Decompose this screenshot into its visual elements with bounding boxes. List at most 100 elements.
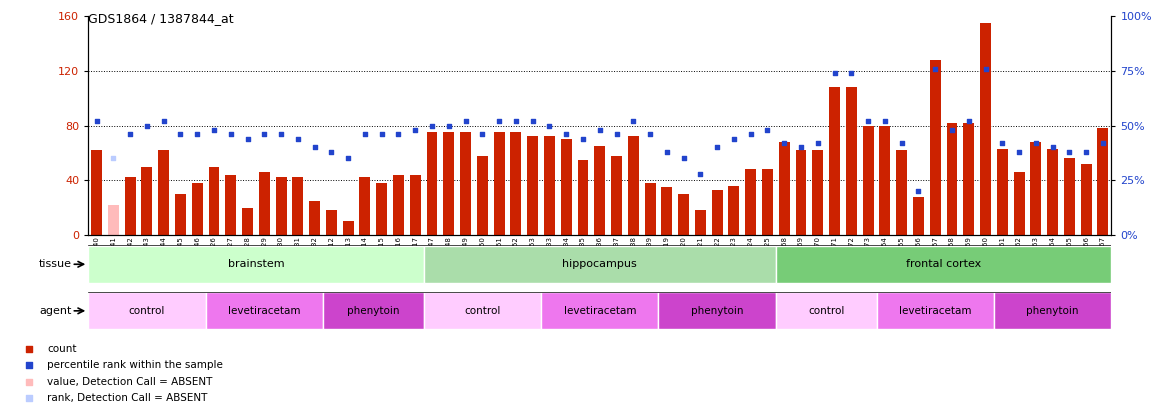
Bar bbox=[376, 183, 387, 235]
Text: hippocampus: hippocampus bbox=[562, 259, 637, 269]
Point bbox=[741, 131, 760, 138]
Bar bbox=[309, 201, 320, 235]
Bar bbox=[628, 136, 639, 235]
Text: phenytoin: phenytoin bbox=[691, 306, 743, 316]
Bar bbox=[829, 87, 840, 235]
Bar bbox=[88, 246, 423, 283]
Bar bbox=[711, 190, 722, 235]
Point bbox=[1094, 140, 1112, 146]
Bar bbox=[242, 207, 253, 235]
Bar bbox=[679, 194, 689, 235]
Text: brainstem: brainstem bbox=[228, 259, 285, 269]
Point bbox=[523, 118, 542, 124]
Point bbox=[540, 122, 559, 129]
Text: control: control bbox=[128, 306, 165, 316]
Bar bbox=[661, 187, 673, 235]
Text: control: control bbox=[465, 306, 501, 316]
Point bbox=[205, 127, 223, 133]
Point bbox=[791, 144, 810, 151]
Bar bbox=[208, 166, 220, 235]
Point bbox=[507, 118, 526, 124]
Point bbox=[339, 155, 358, 162]
Bar bbox=[88, 292, 206, 329]
Point bbox=[775, 140, 794, 146]
Text: GDS1864 / 1387844_at: GDS1864 / 1387844_at bbox=[88, 12, 234, 25]
Bar bbox=[541, 292, 659, 329]
Bar bbox=[1064, 158, 1075, 235]
Bar bbox=[326, 210, 336, 235]
Bar bbox=[175, 194, 186, 235]
Point bbox=[556, 131, 575, 138]
Point bbox=[708, 144, 727, 151]
Point bbox=[406, 127, 425, 133]
Bar bbox=[796, 150, 807, 235]
Point bbox=[858, 118, 877, 124]
Bar bbox=[91, 150, 102, 235]
Bar bbox=[460, 132, 472, 235]
Bar bbox=[342, 221, 354, 235]
Text: tissue: tissue bbox=[39, 259, 72, 269]
Bar bbox=[930, 60, 941, 235]
Bar bbox=[746, 169, 756, 235]
Point bbox=[355, 131, 374, 138]
Bar bbox=[994, 292, 1111, 329]
Bar bbox=[695, 210, 706, 235]
Text: phenytoin: phenytoin bbox=[1027, 306, 1078, 316]
Point bbox=[691, 171, 710, 177]
Text: rank, Detection Call = ABSENT: rank, Detection Call = ABSENT bbox=[47, 393, 207, 403]
Bar bbox=[1030, 142, 1041, 235]
Point bbox=[1027, 140, 1045, 146]
Bar bbox=[423, 292, 541, 329]
Point bbox=[440, 122, 459, 129]
Point bbox=[641, 131, 660, 138]
Point bbox=[322, 149, 341, 155]
Bar bbox=[779, 142, 790, 235]
Point bbox=[171, 131, 189, 138]
Bar bbox=[293, 177, 303, 235]
Text: percentile rank within the sample: percentile rank within the sample bbox=[47, 360, 223, 370]
Bar bbox=[963, 123, 974, 235]
Bar bbox=[876, 292, 994, 329]
Point bbox=[759, 127, 777, 133]
Point bbox=[121, 131, 140, 138]
Point bbox=[255, 131, 274, 138]
Point bbox=[909, 188, 928, 194]
Bar bbox=[393, 175, 403, 235]
Bar bbox=[659, 292, 776, 329]
Bar bbox=[577, 160, 588, 235]
Point bbox=[473, 131, 492, 138]
Point bbox=[926, 66, 944, 72]
Point bbox=[842, 70, 861, 76]
Text: value, Detection Call = ABSENT: value, Detection Call = ABSENT bbox=[47, 377, 213, 387]
Point bbox=[826, 70, 844, 76]
Text: phenytoin: phenytoin bbox=[347, 306, 400, 316]
Point bbox=[373, 131, 392, 138]
Point bbox=[1077, 149, 1096, 155]
Point bbox=[590, 127, 609, 133]
Point bbox=[361, 305, 380, 311]
Point bbox=[389, 131, 408, 138]
Point bbox=[272, 131, 290, 138]
Bar bbox=[360, 177, 370, 235]
Point bbox=[221, 131, 240, 138]
Bar bbox=[880, 126, 890, 235]
Bar bbox=[1081, 164, 1091, 235]
Point bbox=[657, 149, 676, 155]
Point bbox=[238, 135, 256, 142]
Point bbox=[1043, 144, 1062, 151]
Bar bbox=[259, 172, 269, 235]
Bar bbox=[108, 205, 119, 235]
Point bbox=[674, 155, 693, 162]
Bar bbox=[192, 183, 202, 235]
Bar bbox=[594, 146, 606, 235]
Point bbox=[624, 118, 643, 124]
Bar bbox=[846, 87, 857, 235]
Bar bbox=[125, 177, 135, 235]
Bar bbox=[896, 150, 907, 235]
Bar bbox=[947, 123, 957, 235]
Bar bbox=[863, 126, 874, 235]
Bar bbox=[494, 132, 505, 235]
Bar bbox=[527, 136, 539, 235]
Bar bbox=[980, 23, 991, 235]
Bar bbox=[776, 292, 876, 329]
